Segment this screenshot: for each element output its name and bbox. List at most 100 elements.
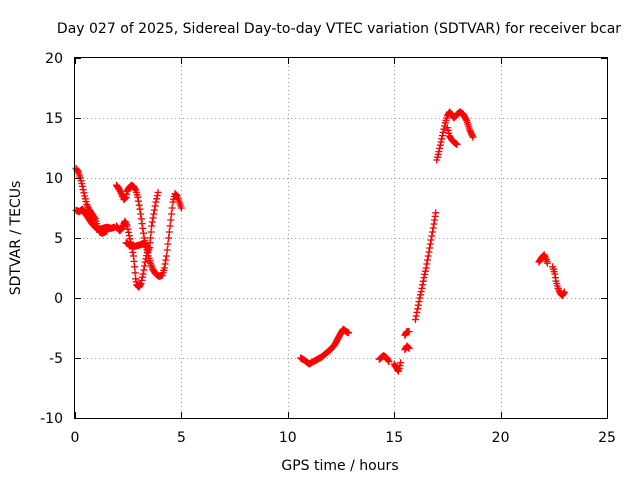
data-point xyxy=(424,252,432,260)
data-point xyxy=(154,188,162,196)
data-point xyxy=(143,242,151,250)
data-point xyxy=(147,228,155,236)
data-point xyxy=(435,148,443,156)
data-point xyxy=(129,248,137,256)
data-point xyxy=(141,262,149,270)
data-point xyxy=(126,235,134,243)
data-point xyxy=(413,308,421,316)
data-point xyxy=(103,227,111,235)
data-point xyxy=(135,201,143,209)
data-point xyxy=(125,232,133,240)
data-point xyxy=(136,281,144,289)
data-point xyxy=(125,228,133,236)
data-point xyxy=(414,301,422,309)
data-point xyxy=(131,269,139,277)
x-tick-label: 20 xyxy=(492,430,510,446)
data-point xyxy=(432,209,440,217)
data-point xyxy=(428,232,436,240)
data-point xyxy=(119,223,127,231)
data-point xyxy=(153,192,161,200)
data-point xyxy=(437,138,445,146)
data-point xyxy=(426,244,434,252)
data-point xyxy=(137,215,145,223)
y-tick-label: 15 xyxy=(45,111,63,127)
data-point xyxy=(147,234,155,242)
data-point xyxy=(121,195,129,203)
data-point xyxy=(540,251,548,259)
data-point xyxy=(436,141,444,149)
data-point xyxy=(143,252,151,260)
data-point xyxy=(164,240,172,248)
x-tick-label: 10 xyxy=(279,430,297,446)
data-point xyxy=(419,281,427,289)
data-point xyxy=(144,247,152,255)
data-point xyxy=(405,344,413,352)
data-point xyxy=(554,284,562,292)
data-point xyxy=(166,222,174,230)
data-point xyxy=(424,256,432,264)
data-point xyxy=(425,248,433,256)
data-point xyxy=(421,270,429,278)
data-point xyxy=(384,356,392,364)
data-point xyxy=(172,190,180,198)
data-point xyxy=(177,204,185,212)
data-point xyxy=(150,206,158,214)
tick-layer: 0 5 10 15 20 25 -10 -5 0 5 10 15 20 xyxy=(40,51,616,446)
data-point xyxy=(160,264,168,272)
data-point xyxy=(161,260,169,268)
data-point xyxy=(148,222,156,230)
data-point xyxy=(453,140,461,148)
data-point xyxy=(440,125,448,133)
data-point xyxy=(438,135,446,143)
data-point xyxy=(122,220,130,228)
data-point xyxy=(131,185,139,193)
data-point xyxy=(138,276,146,284)
data-point xyxy=(83,202,91,210)
data-point xyxy=(430,220,438,228)
data-point xyxy=(420,274,428,282)
data-point xyxy=(165,228,173,236)
y-tick-label: 10 xyxy=(45,171,63,187)
data-point xyxy=(122,219,130,227)
x-axis-label: GPS time / hours xyxy=(281,458,398,474)
data-point xyxy=(426,240,434,248)
y-tick-label: -10 xyxy=(40,411,63,427)
data-point xyxy=(344,329,352,337)
data-point xyxy=(118,224,126,232)
data-point xyxy=(411,316,419,324)
x-tick-label: 25 xyxy=(598,430,616,446)
data-point xyxy=(555,286,563,294)
data-point xyxy=(139,270,147,278)
data-point xyxy=(167,210,175,218)
data-point xyxy=(542,254,550,262)
data-point xyxy=(543,259,551,267)
data-point xyxy=(541,252,549,260)
data-point xyxy=(143,248,151,256)
data-point xyxy=(417,288,425,296)
x-tick-label: 5 xyxy=(177,430,186,446)
data-point xyxy=(117,189,125,197)
x-tick-label: 15 xyxy=(385,430,403,446)
data-point xyxy=(404,344,412,352)
data-point xyxy=(121,194,129,202)
data-point xyxy=(429,228,437,236)
data-point xyxy=(149,214,157,222)
data-point xyxy=(385,358,393,366)
grid-layer xyxy=(75,58,607,418)
data-point xyxy=(148,218,156,226)
x-tick-label: 0 xyxy=(71,430,80,446)
data-point xyxy=(73,167,81,175)
data-point xyxy=(394,366,402,374)
label-layer: Day 027 of 2025, Sidereal Day-to-day VTE… xyxy=(8,21,621,474)
plot-frame xyxy=(74,57,608,419)
data-point xyxy=(151,202,159,210)
data-point xyxy=(139,229,147,237)
data-point xyxy=(419,277,427,285)
data-point xyxy=(153,195,161,203)
data-point xyxy=(439,128,447,136)
data-point xyxy=(421,267,429,275)
data-layer xyxy=(72,108,568,375)
y-tick-label: 20 xyxy=(45,51,63,67)
data-point xyxy=(168,204,176,212)
